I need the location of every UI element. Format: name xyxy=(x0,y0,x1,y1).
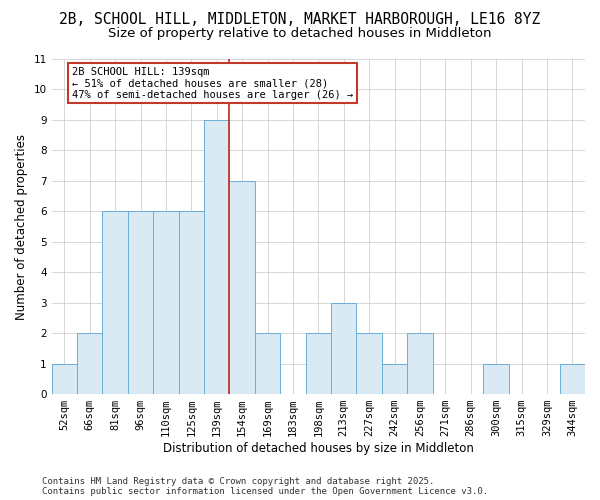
Bar xyxy=(103,212,128,394)
Text: 2B SCHOOL HILL: 139sqm
← 51% of detached houses are smaller (28)
47% of semi-det: 2B SCHOOL HILL: 139sqm ← 51% of detached… xyxy=(72,66,353,100)
Bar xyxy=(204,120,229,394)
Bar xyxy=(356,333,382,394)
Bar xyxy=(331,302,356,394)
Bar xyxy=(52,364,77,394)
Bar xyxy=(255,333,280,394)
Bar xyxy=(128,212,153,394)
Bar xyxy=(153,212,179,394)
Bar xyxy=(229,181,255,394)
Bar xyxy=(560,364,585,394)
Bar xyxy=(179,212,204,394)
Bar xyxy=(407,333,433,394)
Bar xyxy=(305,333,331,394)
X-axis label: Distribution of detached houses by size in Middleton: Distribution of detached houses by size … xyxy=(163,442,474,455)
Bar xyxy=(77,333,103,394)
Bar xyxy=(382,364,407,394)
Text: Contains HM Land Registry data © Crown copyright and database right 2025.
Contai: Contains HM Land Registry data © Crown c… xyxy=(42,476,488,496)
Text: 2B, SCHOOL HILL, MIDDLETON, MARKET HARBOROUGH, LE16 8YZ: 2B, SCHOOL HILL, MIDDLETON, MARKET HARBO… xyxy=(59,12,541,28)
Bar xyxy=(484,364,509,394)
Y-axis label: Number of detached properties: Number of detached properties xyxy=(15,134,28,320)
Text: Size of property relative to detached houses in Middleton: Size of property relative to detached ho… xyxy=(108,28,492,40)
